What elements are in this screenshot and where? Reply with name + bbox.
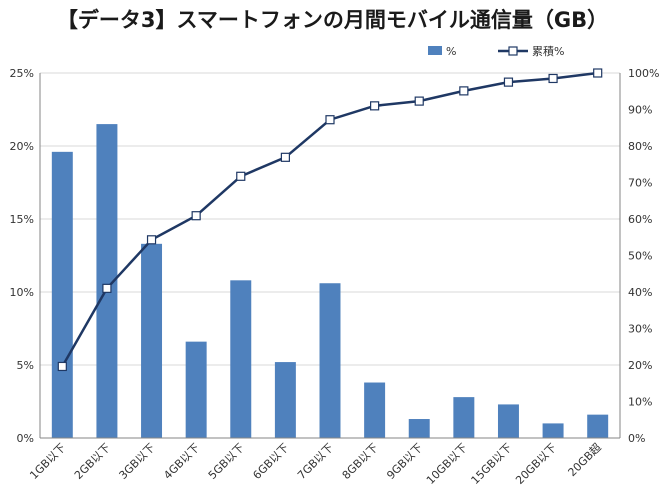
- x-tick-label: 20GB以下: [513, 441, 559, 487]
- bar: [453, 397, 475, 438]
- y-left-tick-label: 25%: [10, 67, 34, 80]
- y-right-tick-label: 100%: [628, 67, 659, 80]
- bar: [141, 243, 163, 438]
- bar: [185, 341, 207, 438]
- line-marker: [414, 96, 424, 106]
- legend-swatch-percent: [428, 46, 442, 55]
- line-marker: [236, 171, 246, 181]
- line-marker: [102, 283, 112, 293]
- x-tick-label: 1GB以下: [27, 441, 68, 482]
- line-marker: [325, 115, 335, 125]
- bar: [364, 382, 386, 438]
- line-marker: [593, 68, 603, 78]
- x-tick-label: 2GB以下: [72, 441, 113, 482]
- y-right-tick-label: 20%: [628, 359, 652, 372]
- y-right-tick-label: 0%: [628, 432, 645, 445]
- y-right-tick-label: 40%: [628, 286, 652, 299]
- bar: [274, 362, 296, 438]
- legend-marker-cumulative: [508, 46, 518, 56]
- x-tick-label: 6GB以下: [250, 441, 291, 482]
- line-marker: [503, 77, 514, 87]
- x-tick-label: 10GB以下: [424, 441, 470, 487]
- y-right-tick-label: 70%: [628, 177, 652, 190]
- x-tick-label: 15GB以下: [469, 441, 515, 487]
- y-left-tick-label: 10%: [10, 286, 34, 299]
- chart-title: 【データ3】スマートフォンの月間モバイル通信量（GB）: [56, 8, 609, 32]
- line-series-cumulative: [57, 68, 603, 372]
- y-right-tick-label: 90%: [628, 104, 652, 117]
- bar: [319, 283, 341, 438]
- x-tick-label: 5GB以下: [206, 441, 247, 482]
- x-tick-label: 9GB以下: [384, 441, 425, 482]
- x-tick-label: 7GB以下: [295, 441, 336, 482]
- bar: [96, 124, 118, 438]
- bar: [587, 414, 609, 438]
- x-tick-label: 4GB以下: [161, 441, 202, 482]
- bar: [542, 423, 564, 438]
- y-right-tick-label: 30%: [628, 323, 652, 336]
- line-marker: [191, 211, 201, 221]
- line-marker: [57, 361, 67, 372]
- y-right-tick-label: 10%: [628, 396, 652, 409]
- x-tick-label: 3GB以下: [117, 441, 158, 482]
- y-right-tick-label: 80%: [628, 140, 652, 153]
- line-marker: [548, 73, 558, 84]
- bar: [408, 419, 430, 438]
- y-left-tick-label: 5%: [17, 359, 34, 372]
- line-marker: [459, 86, 469, 96]
- bar: [51, 151, 73, 438]
- line-marker: [280, 152, 290, 162]
- y-left-tick-label: 20%: [10, 140, 34, 153]
- bar: [230, 280, 252, 438]
- legend: % 累積%: [428, 44, 564, 58]
- bar-series-percent: [51, 124, 609, 438]
- line-marker: [146, 235, 157, 245]
- y-right-tick-label: 60%: [628, 213, 652, 226]
- y-right-tick-label: 50%: [628, 250, 652, 263]
- y-left-tick-label: 0%: [17, 432, 34, 445]
- line-marker: [370, 101, 380, 111]
- bar: [497, 404, 519, 438]
- x-tick-label: 20GB超: [565, 440, 604, 479]
- legend-label-cumulative: 累積%: [532, 44, 564, 58]
- x-tick-label: 8GB以下: [340, 441, 381, 482]
- y-left-tick-label: 15%: [10, 213, 34, 226]
- legend-label-percent: %: [446, 45, 456, 58]
